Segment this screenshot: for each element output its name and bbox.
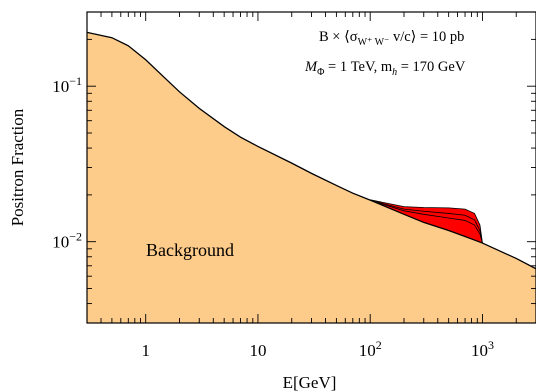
x-axis-label: E[GeV] [283, 373, 337, 392]
series-line-background [87, 31, 536, 270]
annotation-masses: MΦ = 1 TeV, mh = 170 GeV [304, 59, 466, 78]
series-line-signal-1 [370, 199, 483, 244]
y-tick-label: 10−1 [52, 74, 82, 96]
background-region-label: Background [146, 240, 234, 260]
x-tick-label: 1 [141, 341, 150, 360]
y-axis-label: Positron Fraction [8, 108, 27, 226]
x-tick-label: 103 [471, 338, 494, 360]
series-line-signal-3 [370, 199, 483, 244]
series-line-signal-2 [370, 199, 483, 244]
x-tick-label: 10 [249, 341, 266, 360]
annotation-cross-section: B × ⟨σW⁺ W⁻ v/c⟩ = 10 pb [319, 29, 464, 48]
y-tick-label: 10−2 [52, 230, 82, 252]
x-tick-label: 102 [359, 338, 382, 360]
background-area [87, 32, 536, 323]
